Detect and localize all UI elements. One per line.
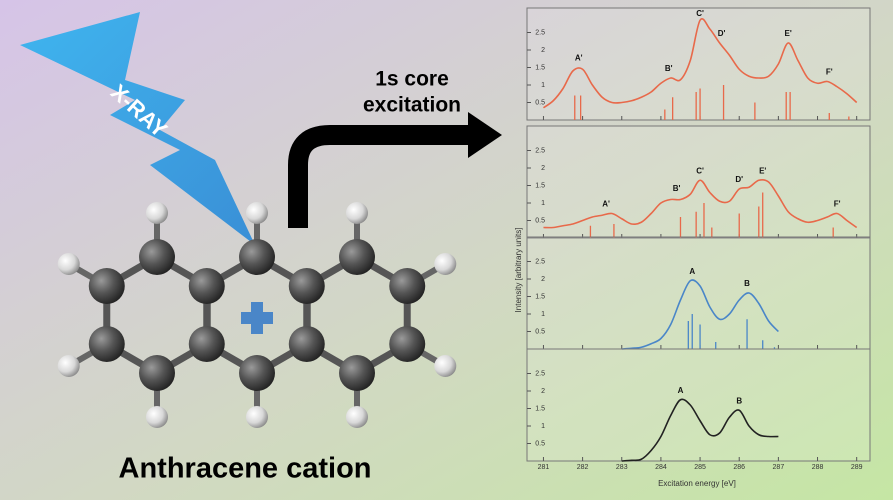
- y-tick-label: 0.5: [535, 440, 545, 447]
- y-tick-label: 2: [541, 276, 545, 283]
- arrow-label: excitation: [363, 94, 461, 117]
- spectrum-curve: [543, 178, 858, 229]
- hydrogen-atom: [434, 355, 457, 377]
- hydrogen-atom: [57, 253, 80, 275]
- y-tick-label: 1: [541, 82, 545, 89]
- peak-label: B': [665, 64, 673, 73]
- carbon-atom: [139, 239, 175, 275]
- peak-label: F': [826, 68, 833, 77]
- carbon-atom: [239, 355, 275, 391]
- y-tick-label: 0.5: [535, 99, 545, 106]
- peak-label: C': [696, 9, 704, 18]
- carbon-atom: [139, 355, 175, 391]
- hydrogen-atom: [346, 406, 368, 428]
- x-tick-label: 285: [694, 464, 706, 471]
- carbon-atom: [288, 326, 325, 362]
- peak-label: B: [744, 279, 750, 288]
- y-tick-label: 2: [541, 165, 545, 172]
- peak-label: B: [736, 396, 742, 405]
- panel-frame: [526, 348, 871, 462]
- panel-frame: [526, 236, 871, 350]
- peak-label: C': [696, 166, 704, 175]
- spectrum-curve: [621, 398, 779, 462]
- arrow-head: [468, 112, 502, 158]
- y-tick-label: 1.5: [535, 293, 545, 300]
- hydrogen-atom: [146, 202, 168, 224]
- hydrogen-atom: [434, 253, 457, 275]
- y-tick-label: 1: [541, 200, 545, 207]
- molecule: [57, 202, 457, 428]
- peak-label: A': [575, 54, 583, 63]
- y-tick-label: 1: [541, 311, 545, 318]
- x-tick-label: 284: [655, 464, 667, 471]
- carbon-atom: [188, 326, 225, 362]
- y-tick-label: 0.5: [535, 328, 545, 335]
- title: Anthracene cation: [119, 453, 372, 485]
- y-tick-label: 1.5: [535, 182, 545, 189]
- y-tick-label: 2: [541, 388, 545, 395]
- peak-label: A: [689, 267, 695, 276]
- hydrogen-atom: [57, 355, 80, 377]
- y-tick-label: 2.5: [535, 370, 545, 377]
- cation-plus: [241, 302, 273, 334]
- hydrogen-atom: [146, 406, 168, 428]
- peak-label: A': [602, 200, 610, 209]
- y-tick-label: 0.5: [535, 217, 545, 224]
- y-axis-label: Intensity [arbitrary units]: [514, 228, 523, 313]
- x-ray-bolt: [20, 12, 255, 245]
- carbon-atom: [339, 355, 375, 391]
- hydrogen-atom: [246, 406, 268, 428]
- y-tick-label: 2.5: [535, 147, 545, 154]
- carbon-atom: [339, 239, 375, 275]
- y-tick-label: 1: [541, 423, 545, 430]
- spectrum-curve: [542, 18, 858, 109]
- carbon-atom: [188, 268, 225, 304]
- carbon-atom: [88, 326, 125, 362]
- carbon-atom: [288, 268, 325, 304]
- x-tick-label: 282: [577, 464, 589, 471]
- peak-label: F': [834, 200, 841, 209]
- x-axis-label: Excitation energy [eV]: [658, 479, 736, 488]
- arrow: [288, 125, 470, 228]
- y-tick-label: 2: [541, 47, 545, 54]
- x-tick-label: 288: [812, 464, 824, 471]
- peak-label: E': [785, 29, 792, 38]
- y-tick-label: 1.5: [535, 405, 545, 412]
- carbon-atom: [389, 268, 426, 304]
- y-tick-label: 1.5: [535, 64, 545, 71]
- x-tick-label: 289: [851, 464, 863, 471]
- x-tick-label: 283: [616, 464, 628, 471]
- peak-label: A: [678, 386, 684, 395]
- hydrogen-atom: [346, 202, 368, 224]
- spectrum-curve: [621, 279, 779, 350]
- peak-label: E': [759, 166, 766, 175]
- hydrogen-atom: [246, 202, 268, 224]
- carbon-atom: [389, 326, 426, 362]
- peak-label: D': [718, 29, 726, 38]
- x-tick-label: 286: [733, 464, 745, 471]
- peak-label: D': [735, 175, 743, 184]
- x-tick-label: 281: [538, 464, 550, 471]
- y-tick-label: 2.5: [535, 258, 545, 265]
- carbon-atom: [239, 239, 275, 275]
- x-tick-label: 287: [773, 464, 785, 471]
- y-tick-label: 2.5: [535, 29, 545, 36]
- carbon-atom: [88, 268, 125, 304]
- arrow-label: 1s core: [375, 68, 449, 91]
- peak-label: B': [673, 184, 681, 193]
